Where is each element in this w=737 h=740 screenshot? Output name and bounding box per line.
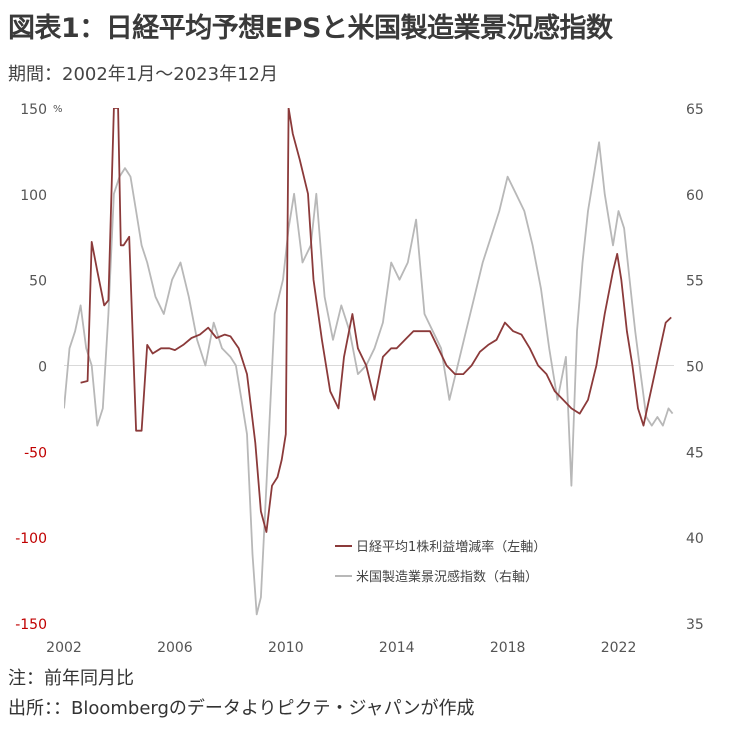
chart-period: 期間：2002年1月～2023年12月 [8, 64, 278, 85]
right-axis-tick-label: 45 [686, 445, 704, 461]
right-axis-tick-label: 60 [686, 188, 704, 204]
x-axis-tick-label: 2022 [601, 640, 637, 656]
footnote: 注：前年同月比 [8, 668, 134, 689]
x-axis-tick-label: 2018 [490, 640, 526, 656]
left-axis-unit-label: % [53, 104, 63, 115]
legend-label: 日経平均1株利益増減率（左軸） [356, 539, 546, 555]
left-axis-tick-label: -100 [15, 531, 47, 547]
left-axis-tick-label: 50 [29, 274, 47, 290]
right-axis-tick-label: 55 [686, 274, 704, 290]
source-note: 出所：：Bloombergのデータよりピクテ・ジャパンが作成 [8, 698, 475, 719]
x-axis-tick-label: 2006 [157, 640, 193, 656]
x-axis-tick-label: 2014 [379, 640, 415, 656]
x-axis-tick-label: 2010 [268, 640, 304, 656]
right-axis-tick-label: 65 [686, 102, 704, 118]
legend-label: 米国製造業景況感指数（右軸） [356, 569, 538, 585]
left-axis-tick-label: -150 [15, 617, 47, 633]
left-axis-tick-label: 150 [20, 102, 47, 118]
right-axis-tick-label: 35 [686, 617, 704, 633]
right-axis-tick-label: 50 [686, 360, 704, 376]
page-title: 図表1：日経平均予想EPSと米国製造業景況感指数 [8, 13, 613, 44]
x-axis-tick-label: 2002 [46, 640, 82, 656]
right-axis-tick-label: 40 [686, 531, 704, 547]
left-axis-tick-label: 0 [38, 360, 47, 376]
ism-index-series-line [64, 141, 674, 616]
left-axis-tick-label: 100 [20, 188, 47, 204]
eps-growth-series-line [80, 108, 672, 533]
left-axis-tick-label: -50 [24, 445, 47, 461]
